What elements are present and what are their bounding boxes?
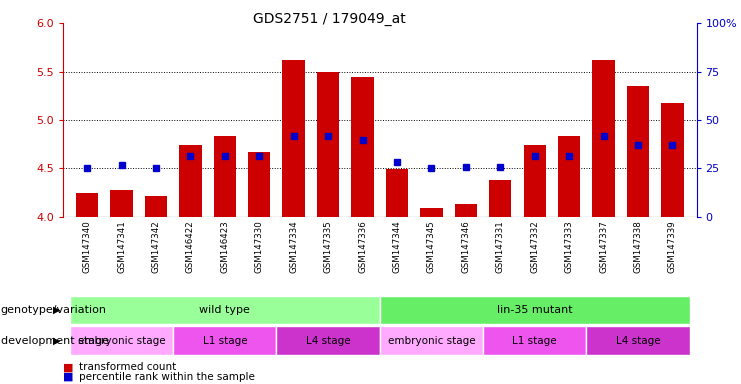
Bar [110,190,133,217]
Text: GSM147345: GSM147345 [427,220,436,273]
Text: L1 stage: L1 stage [202,336,247,346]
Bar [380,296,690,324]
Text: GSM147333: GSM147333 [565,220,574,273]
Bar [483,326,586,355]
Bar [70,326,173,355]
Text: GSM147341: GSM147341 [117,220,126,273]
Text: transformed count: transformed count [79,362,176,372]
Text: GSM147334: GSM147334 [289,220,298,273]
Bar [173,326,276,355]
Text: GSM147344: GSM147344 [393,220,402,273]
Text: ▶: ▶ [53,336,61,346]
Text: embryonic stage: embryonic stage [388,336,475,346]
Bar [179,145,202,217]
Text: GSM147332: GSM147332 [531,220,539,273]
Bar [317,71,339,217]
Text: GSM147335: GSM147335 [324,220,333,273]
Text: GSM147337: GSM147337 [599,220,608,273]
Bar [213,136,236,217]
Bar [627,86,649,217]
Bar [76,193,99,217]
Bar [276,326,379,355]
Bar [144,195,167,217]
Text: GDS2751 / 179049_at: GDS2751 / 179049_at [253,12,405,25]
Text: development stage: development stage [1,336,109,346]
Text: ■: ■ [63,372,73,382]
Text: wild type: wild type [199,305,250,315]
Text: GSM147342: GSM147342 [151,220,161,273]
Text: ■: ■ [63,362,73,372]
Bar [661,103,684,217]
Text: GSM147330: GSM147330 [255,220,264,273]
Text: GSM147339: GSM147339 [668,220,677,273]
Bar [455,204,477,217]
Bar [282,60,305,217]
Text: GSM146423: GSM146423 [220,220,229,273]
Bar [592,60,615,217]
Text: genotype/variation: genotype/variation [1,305,107,315]
Text: GSM147338: GSM147338 [634,220,642,273]
Bar [420,208,442,217]
Text: L4 stage: L4 stage [616,336,660,346]
Bar [558,136,580,217]
Bar [489,180,511,217]
Bar [380,326,483,355]
Text: percentile rank within the sample: percentile rank within the sample [79,372,255,382]
Text: lin-35 mutant: lin-35 mutant [497,305,573,315]
Bar [524,145,546,217]
Text: L1 stage: L1 stage [512,336,557,346]
Bar [586,326,690,355]
Text: GSM147331: GSM147331 [496,220,505,273]
Text: L4 stage: L4 stage [306,336,350,346]
Text: embryonic stage: embryonic stage [78,336,165,346]
Text: GSM147336: GSM147336 [358,220,367,273]
Text: ▶: ▶ [53,305,61,315]
Text: GSM147346: GSM147346 [462,220,471,273]
Bar [70,296,379,324]
Text: GSM146422: GSM146422 [186,220,195,273]
Bar [351,77,373,217]
Bar [386,169,408,217]
Bar [248,152,270,217]
Text: GSM147340: GSM147340 [82,220,92,273]
